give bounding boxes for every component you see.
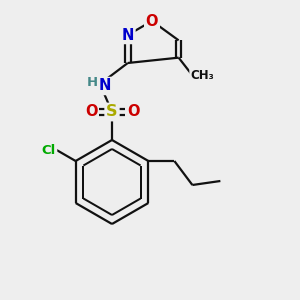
Text: Cl: Cl (41, 143, 56, 157)
Text: N: N (99, 79, 111, 94)
Text: O: O (85, 104, 97, 119)
Text: N: N (122, 28, 134, 43)
Text: O: O (146, 14, 158, 28)
Text: S: S (106, 104, 118, 119)
Text: O: O (127, 104, 139, 119)
Text: CH₃: CH₃ (191, 69, 214, 82)
Text: H: H (86, 76, 98, 88)
